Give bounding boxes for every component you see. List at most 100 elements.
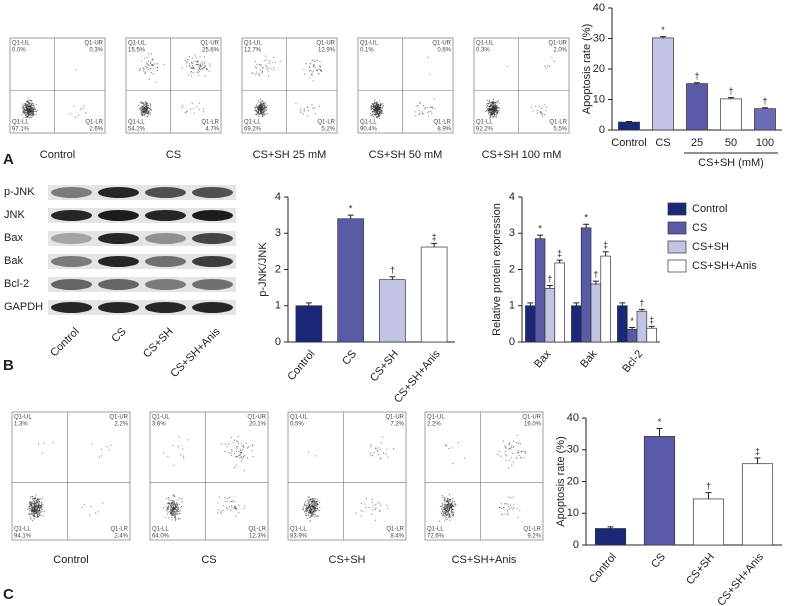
event-dot	[265, 109, 267, 111]
event-dot	[379, 106, 381, 108]
event-dot	[146, 108, 148, 111]
event-dot	[375, 113, 377, 116]
event-dot	[143, 113, 145, 115]
event-dot	[443, 496, 446, 499]
event-dot	[33, 497, 36, 499]
event-dot	[540, 113, 543, 115]
event-dot	[177, 518, 179, 520]
event-dot	[239, 449, 241, 451]
event-dot	[28, 106, 30, 108]
blot-strip	[48, 300, 236, 315]
event-dot	[491, 101, 493, 103]
event-dot	[171, 512, 173, 514]
event-dot	[271, 68, 273, 70]
event-dot	[143, 107, 145, 110]
event-dot	[446, 504, 448, 506]
event-dot	[256, 105, 259, 107]
quadrant-value: 7.2%	[390, 422, 404, 428]
quadrant-name: Q1-UR	[432, 41, 451, 47]
event-dot	[447, 510, 450, 512]
event-dot	[370, 108, 372, 110]
significance-mark: ‡	[755, 446, 760, 456]
event-dot	[377, 451, 379, 453]
event-dot	[428, 115, 430, 117]
event-dot	[376, 102, 378, 104]
event-dot	[387, 456, 389, 458]
event-dot	[172, 505, 174, 507]
event-dot	[259, 69, 261, 71]
quadrant-value: 94.1%	[14, 534, 32, 540]
event-dot	[193, 107, 195, 110]
event-dot	[439, 520, 441, 522]
event-dot	[539, 112, 541, 114]
event-dot	[36, 111, 38, 113]
event-dot	[308, 509, 310, 512]
y-tick-label: 3	[275, 227, 281, 239]
error-bar	[592, 280, 599, 284]
event-dot	[370, 108, 372, 111]
flow-label: CS+SH 50 mM	[369, 149, 443, 161]
event-dot	[313, 516, 315, 518]
event-dot	[201, 65, 203, 67]
event-dot	[192, 71, 194, 74]
event-dot	[494, 101, 496, 104]
event-dot	[512, 452, 514, 454]
event-dot	[314, 510, 317, 512]
event-dot	[494, 103, 496, 105]
event-dot	[200, 68, 203, 70]
event-dot	[375, 106, 378, 109]
event-dot	[37, 506, 39, 508]
event-dot	[493, 111, 495, 113]
event-dot	[441, 515, 443, 517]
x-tick-label: 50	[725, 137, 737, 149]
event-dot	[309, 512, 312, 514]
quadrant-value: 2.2%	[114, 422, 128, 428]
event-dot	[447, 504, 449, 506]
event-dot	[492, 107, 495, 109]
event-dot	[35, 496, 37, 498]
event-dot	[428, 110, 430, 112]
event-dot	[496, 107, 498, 109]
protein-label: GAPDH	[4, 301, 43, 313]
event-dot	[30, 105, 32, 107]
event-dot	[23, 107, 25, 109]
bar	[618, 121, 640, 131]
event-dot	[40, 498, 42, 500]
event-dot	[181, 501, 183, 503]
event-dot	[315, 506, 317, 508]
event-dot	[32, 495, 34, 498]
event-dot	[150, 61, 152, 63]
bar	[692, 498, 725, 546]
event-dot	[233, 507, 235, 509]
quadrant-value: 0.3%	[476, 48, 490, 54]
event-dot	[31, 111, 33, 113]
blot-band	[145, 233, 186, 244]
quadrant-name: Q1-LR	[386, 527, 404, 533]
event-dot	[173, 464, 175, 466]
event-dot	[375, 503, 377, 505]
event-dot	[452, 511, 454, 513]
event-dot	[530, 106, 532, 108]
event-dot	[200, 65, 202, 67]
event-dot	[300, 112, 302, 114]
quadrant-name: Q1-UL	[152, 415, 170, 421]
event-dot	[306, 505, 308, 508]
event-dot	[32, 105, 34, 107]
event-dot	[376, 449, 378, 451]
quadrant-name: Q1-LL	[12, 120, 29, 126]
event-dot	[308, 67, 310, 69]
event-dot	[444, 503, 446, 506]
event-dot	[193, 61, 195, 63]
event-dot	[450, 499, 452, 501]
event-dot	[35, 498, 37, 500]
event-dot	[36, 514, 39, 516]
event-dot	[34, 110, 36, 113]
event-dot	[34, 513, 36, 515]
event-dot	[316, 504, 318, 506]
event-dot	[307, 110, 309, 112]
event-dot	[203, 66, 205, 69]
event-dot	[499, 506, 501, 508]
event-dot	[42, 504, 44, 506]
event-dot	[149, 67, 151, 69]
event-dot	[36, 511, 38, 513]
